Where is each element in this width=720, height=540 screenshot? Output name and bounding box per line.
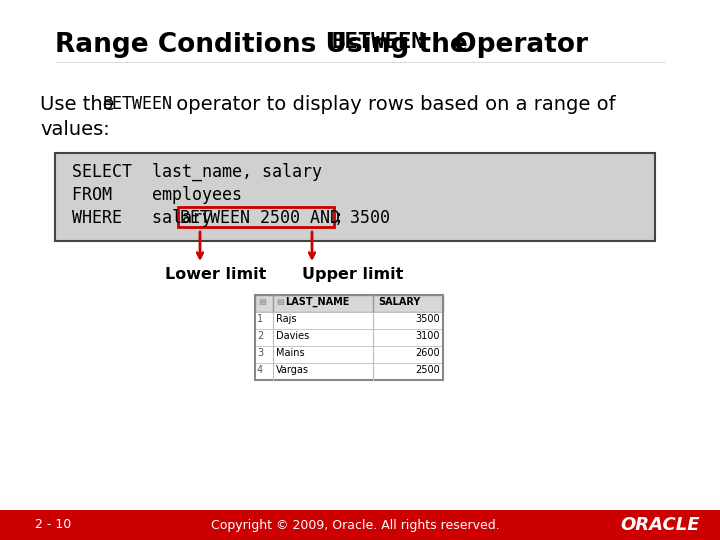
Text: ORACLE: ORACLE xyxy=(621,516,700,534)
Text: BETWEEN 2500 AND 3500: BETWEEN 2500 AND 3500 xyxy=(180,209,390,227)
Text: Copyright © 2009, Oracle. All rights reserved.: Copyright © 2009, Oracle. All rights res… xyxy=(211,518,500,531)
Text: values:: values: xyxy=(40,120,109,139)
Bar xyxy=(255,295,443,380)
Text: Upper limit: Upper limit xyxy=(302,267,403,282)
Text: 2 - 10: 2 - 10 xyxy=(35,518,71,531)
Text: SELECT  last_name, salary: SELECT last_name, salary xyxy=(72,163,322,181)
Text: Use the: Use the xyxy=(40,95,121,114)
Bar xyxy=(255,312,443,329)
Text: 3: 3 xyxy=(257,348,263,358)
Text: BETWEEN: BETWEEN xyxy=(332,32,426,52)
Bar xyxy=(178,207,334,227)
Text: Rajs: Rajs xyxy=(276,314,297,324)
Text: 3100: 3100 xyxy=(415,331,440,341)
Text: ;: ; xyxy=(334,209,344,227)
Bar xyxy=(255,329,443,346)
Text: 2500: 2500 xyxy=(415,365,440,375)
Text: ▤: ▤ xyxy=(276,297,284,306)
Text: 2600: 2600 xyxy=(415,348,440,358)
Text: LAST_NAME: LAST_NAME xyxy=(285,297,349,307)
Bar xyxy=(255,346,443,363)
Text: Mains: Mains xyxy=(276,348,305,358)
Text: Range Conditions Using the: Range Conditions Using the xyxy=(55,32,477,58)
Text: 2: 2 xyxy=(257,331,264,341)
Text: Davies: Davies xyxy=(276,331,310,341)
Text: 1: 1 xyxy=(257,314,263,324)
Text: BETWEEN: BETWEEN xyxy=(103,95,173,113)
Text: WHERE   salary: WHERE salary xyxy=(72,209,222,227)
Text: FROM    employees: FROM employees xyxy=(72,186,242,204)
Bar xyxy=(0,510,720,540)
Text: 4: 4 xyxy=(257,365,263,375)
Text: Vargas: Vargas xyxy=(276,365,309,375)
Text: ▤: ▤ xyxy=(258,297,266,306)
Bar xyxy=(255,295,443,312)
Bar xyxy=(55,153,655,241)
Text: operator to display rows based on a range of: operator to display rows based on a rang… xyxy=(170,95,616,114)
Bar xyxy=(255,363,443,380)
Text: Operator: Operator xyxy=(445,32,588,58)
Text: 3500: 3500 xyxy=(415,314,440,324)
Text: Lower limit: Lower limit xyxy=(165,267,266,282)
Text: SALARY: SALARY xyxy=(378,297,420,307)
